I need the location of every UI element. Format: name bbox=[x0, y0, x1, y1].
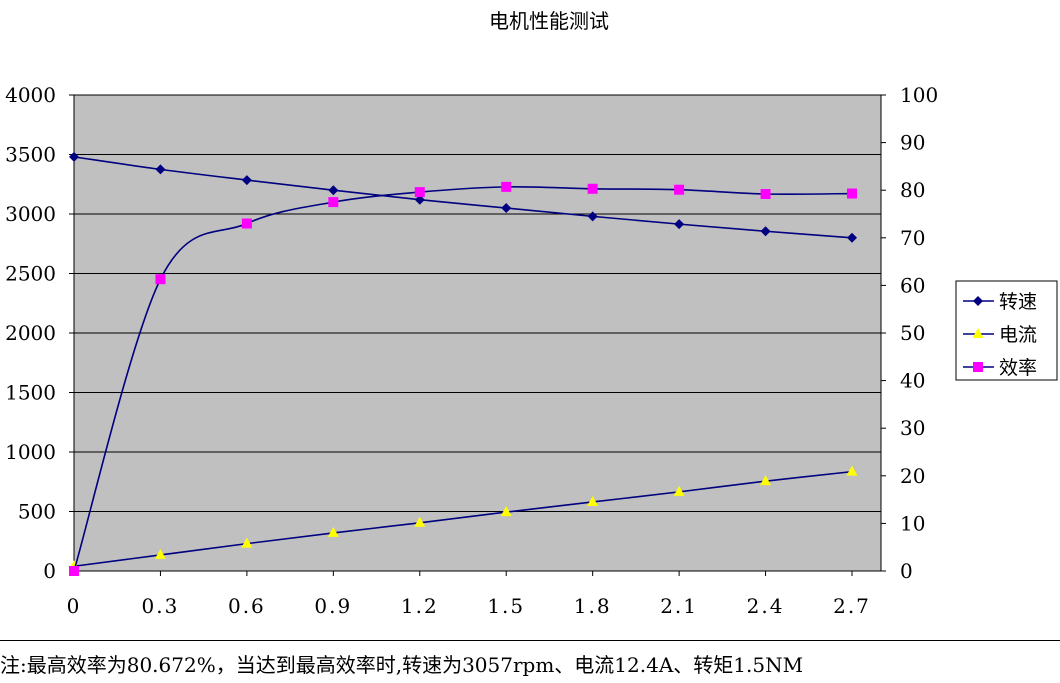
data-point bbox=[760, 226, 771, 237]
series-layer bbox=[68, 151, 858, 576]
x-tick-label: 0.6 bbox=[228, 594, 266, 618]
data-point bbox=[500, 506, 512, 517]
left-tick-label: 3500 bbox=[5, 143, 56, 167]
series-line bbox=[73, 156, 853, 239]
left-tick-label: 1000 bbox=[5, 440, 56, 464]
legend-label: 转速 bbox=[999, 291, 1037, 313]
right-tick-label: 20 bbox=[900, 464, 925, 488]
data-point bbox=[847, 232, 857, 243]
right-tick-label: 90 bbox=[900, 131, 925, 155]
series-转速 bbox=[69, 151, 857, 243]
x-tick-label: 0 bbox=[67, 594, 82, 618]
data-point bbox=[155, 164, 166, 175]
data-point bbox=[241, 537, 253, 548]
left-tick-label: 3000 bbox=[5, 202, 56, 226]
data-point bbox=[674, 219, 685, 230]
data-point bbox=[414, 187, 425, 198]
data-point bbox=[673, 485, 685, 496]
x-tick-label: 2.1 bbox=[660, 594, 698, 618]
right-tick-label: 0 bbox=[900, 559, 913, 583]
right-tick-label: 40 bbox=[900, 369, 925, 393]
left-tick-label: 500 bbox=[18, 500, 56, 524]
x-tick-label: 1.2 bbox=[401, 594, 439, 618]
data-point bbox=[501, 203, 512, 214]
data-point bbox=[241, 175, 252, 186]
chart-title: 电机性能测试 bbox=[489, 9, 609, 33]
x-tick-label: 2.4 bbox=[747, 594, 785, 618]
x-tick-label: 1.8 bbox=[574, 594, 612, 618]
data-point bbox=[587, 495, 599, 506]
data-point bbox=[414, 194, 425, 205]
right-tick-label: 80 bbox=[900, 178, 925, 202]
gridlines bbox=[74, 94, 881, 512]
legend-marker bbox=[973, 296, 983, 306]
left-tick-label: 1500 bbox=[5, 381, 56, 405]
data-point bbox=[328, 197, 339, 208]
data-point bbox=[760, 475, 772, 486]
left-tick-label: 0 bbox=[43, 559, 56, 583]
x-tick-label: 0.3 bbox=[142, 594, 180, 618]
x-tick-label: 0.9 bbox=[314, 594, 352, 618]
data-point bbox=[155, 274, 166, 285]
data-point bbox=[328, 185, 339, 196]
right-tick-label: 70 bbox=[900, 226, 925, 250]
series-line bbox=[73, 470, 853, 568]
legend-marker bbox=[972, 328, 984, 338]
right-tick-label: 50 bbox=[900, 321, 925, 345]
right-tick-label: 30 bbox=[900, 416, 925, 440]
data-point bbox=[69, 151, 79, 162]
footnote: 注:最高效率为80.672%，当达到最高效率时,转速为3057rpm、电流12.… bbox=[0, 653, 804, 677]
data-point bbox=[414, 516, 426, 527]
x-axis: 0 0.3 0.6 0.9 1.2 1.5 1.8 2.1 2.4 2.7 bbox=[67, 570, 881, 618]
data-point bbox=[154, 548, 166, 559]
legend-label: 效率 bbox=[999, 357, 1037, 379]
note-divider bbox=[0, 640, 1060, 641]
left-tick-label: 4000 bbox=[5, 83, 56, 107]
data-point bbox=[587, 183, 598, 194]
data-point bbox=[241, 218, 252, 229]
legend-marker bbox=[973, 362, 983, 372]
right-tick-label: 100 bbox=[900, 83, 938, 107]
chart: 电机性能测试 05001000150020002500300035004000 … bbox=[5, 9, 1058, 618]
right-tick-label: 10 bbox=[900, 511, 925, 535]
data-point bbox=[846, 465, 858, 476]
data-point bbox=[501, 181, 512, 192]
right-tick-label: 60 bbox=[900, 273, 925, 297]
x-tick-label: 2.7 bbox=[833, 594, 871, 618]
data-point bbox=[327, 526, 339, 537]
data-point bbox=[847, 188, 857, 199]
data-point bbox=[760, 189, 771, 200]
left-y-axis: 0 500 1000 1500 2000 2500 3000 3500 4000 bbox=[5, 83, 75, 583]
left-tick-label: 2500 bbox=[5, 262, 56, 286]
x-tick-label: 1.5 bbox=[487, 594, 525, 618]
legend-box bbox=[955, 280, 1058, 381]
data-point bbox=[69, 566, 79, 576]
left-tick-label: 2000 bbox=[5, 321, 56, 345]
data-point bbox=[674, 184, 685, 195]
series-效率 bbox=[69, 181, 857, 576]
right-y-axis: 0 10 20 30 40 50 60 70 80 90 100 bbox=[880, 83, 938, 583]
data-point bbox=[587, 211, 598, 222]
legend-label: 电流 bbox=[999, 324, 1037, 346]
